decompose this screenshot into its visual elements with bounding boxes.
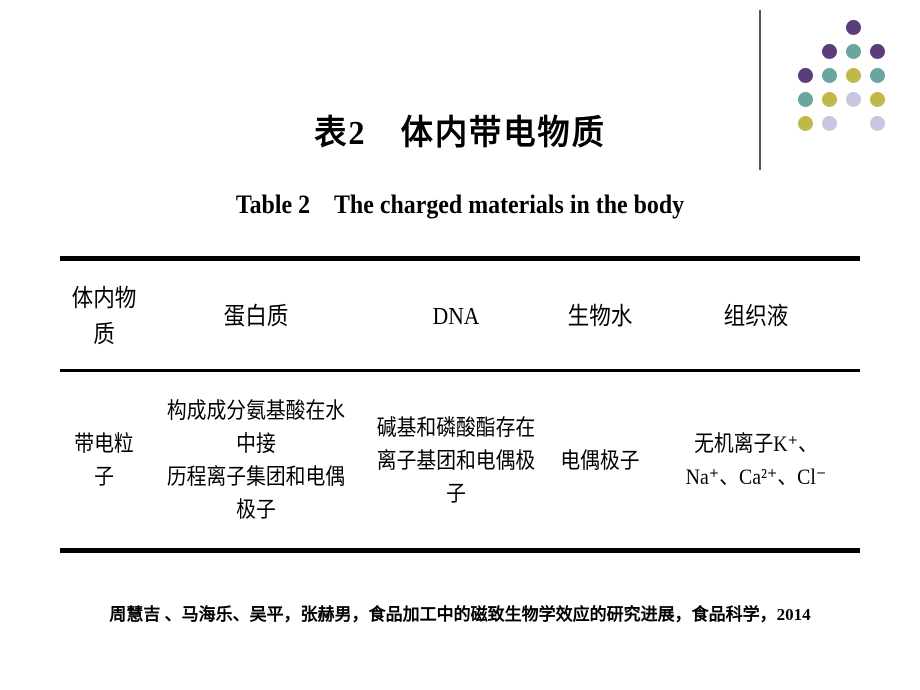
decor-dot [870, 92, 885, 107]
th-3: 生物水 [553, 259, 647, 371]
citation-text: 周慧吉 、马海乐、吴平，张赫男，食品加工中的磁致生物学效应的研究进展，食品科学，… [0, 600, 920, 625]
decor-dot [846, 44, 861, 59]
th-2: DNA [373, 259, 539, 371]
table-data-row: 带电粒子 构成成分氨基酸在水中接历程离子集团和电偶极子 碱基和磷酸酯存在离子基团… [60, 371, 860, 551]
decor-dot [870, 68, 885, 83]
charged-materials-table: 体内物质 蛋白质 DNA 生物水 组织液 带电粒子 构成成分氨基酸在水中接历程离… [60, 256, 860, 553]
cell-tissuefluid: 无机离子K⁺、Na⁺、Ca²⁺、Cl⁻ [662, 371, 849, 551]
th-1: 蛋白质 [159, 259, 353, 371]
table-header-row: 体内物质 蛋白质 DNA 生物水 组织液 [60, 259, 860, 371]
decor-dot [846, 68, 861, 83]
table-title-cn: 表2 体内带电物质 [80, 105, 840, 154]
decor-dot [846, 20, 861, 35]
th-0: 体内物质 [64, 259, 143, 371]
cell-biowater: 电偶极子 [553, 371, 647, 551]
table-title-en: Table 2 The charged materials in the bod… [92, 184, 828, 221]
decor-dot [822, 44, 837, 59]
row-label: 带电粒子 [64, 371, 143, 551]
slide-content: 表2 体内带电物质 Table 2 The charged materials … [60, 105, 860, 553]
decor-dot [822, 68, 837, 83]
cell-protein: 构成成分氨基酸在水中接历程离子集团和电偶极子 [159, 371, 353, 551]
decor-dot [870, 44, 885, 59]
decor-dot [798, 68, 813, 83]
cell-dna: 碱基和磷酸酯存在离子基团和电偶极子 [373, 371, 539, 551]
decor-dot [870, 116, 885, 131]
th-4: 组织液 [662, 259, 849, 371]
